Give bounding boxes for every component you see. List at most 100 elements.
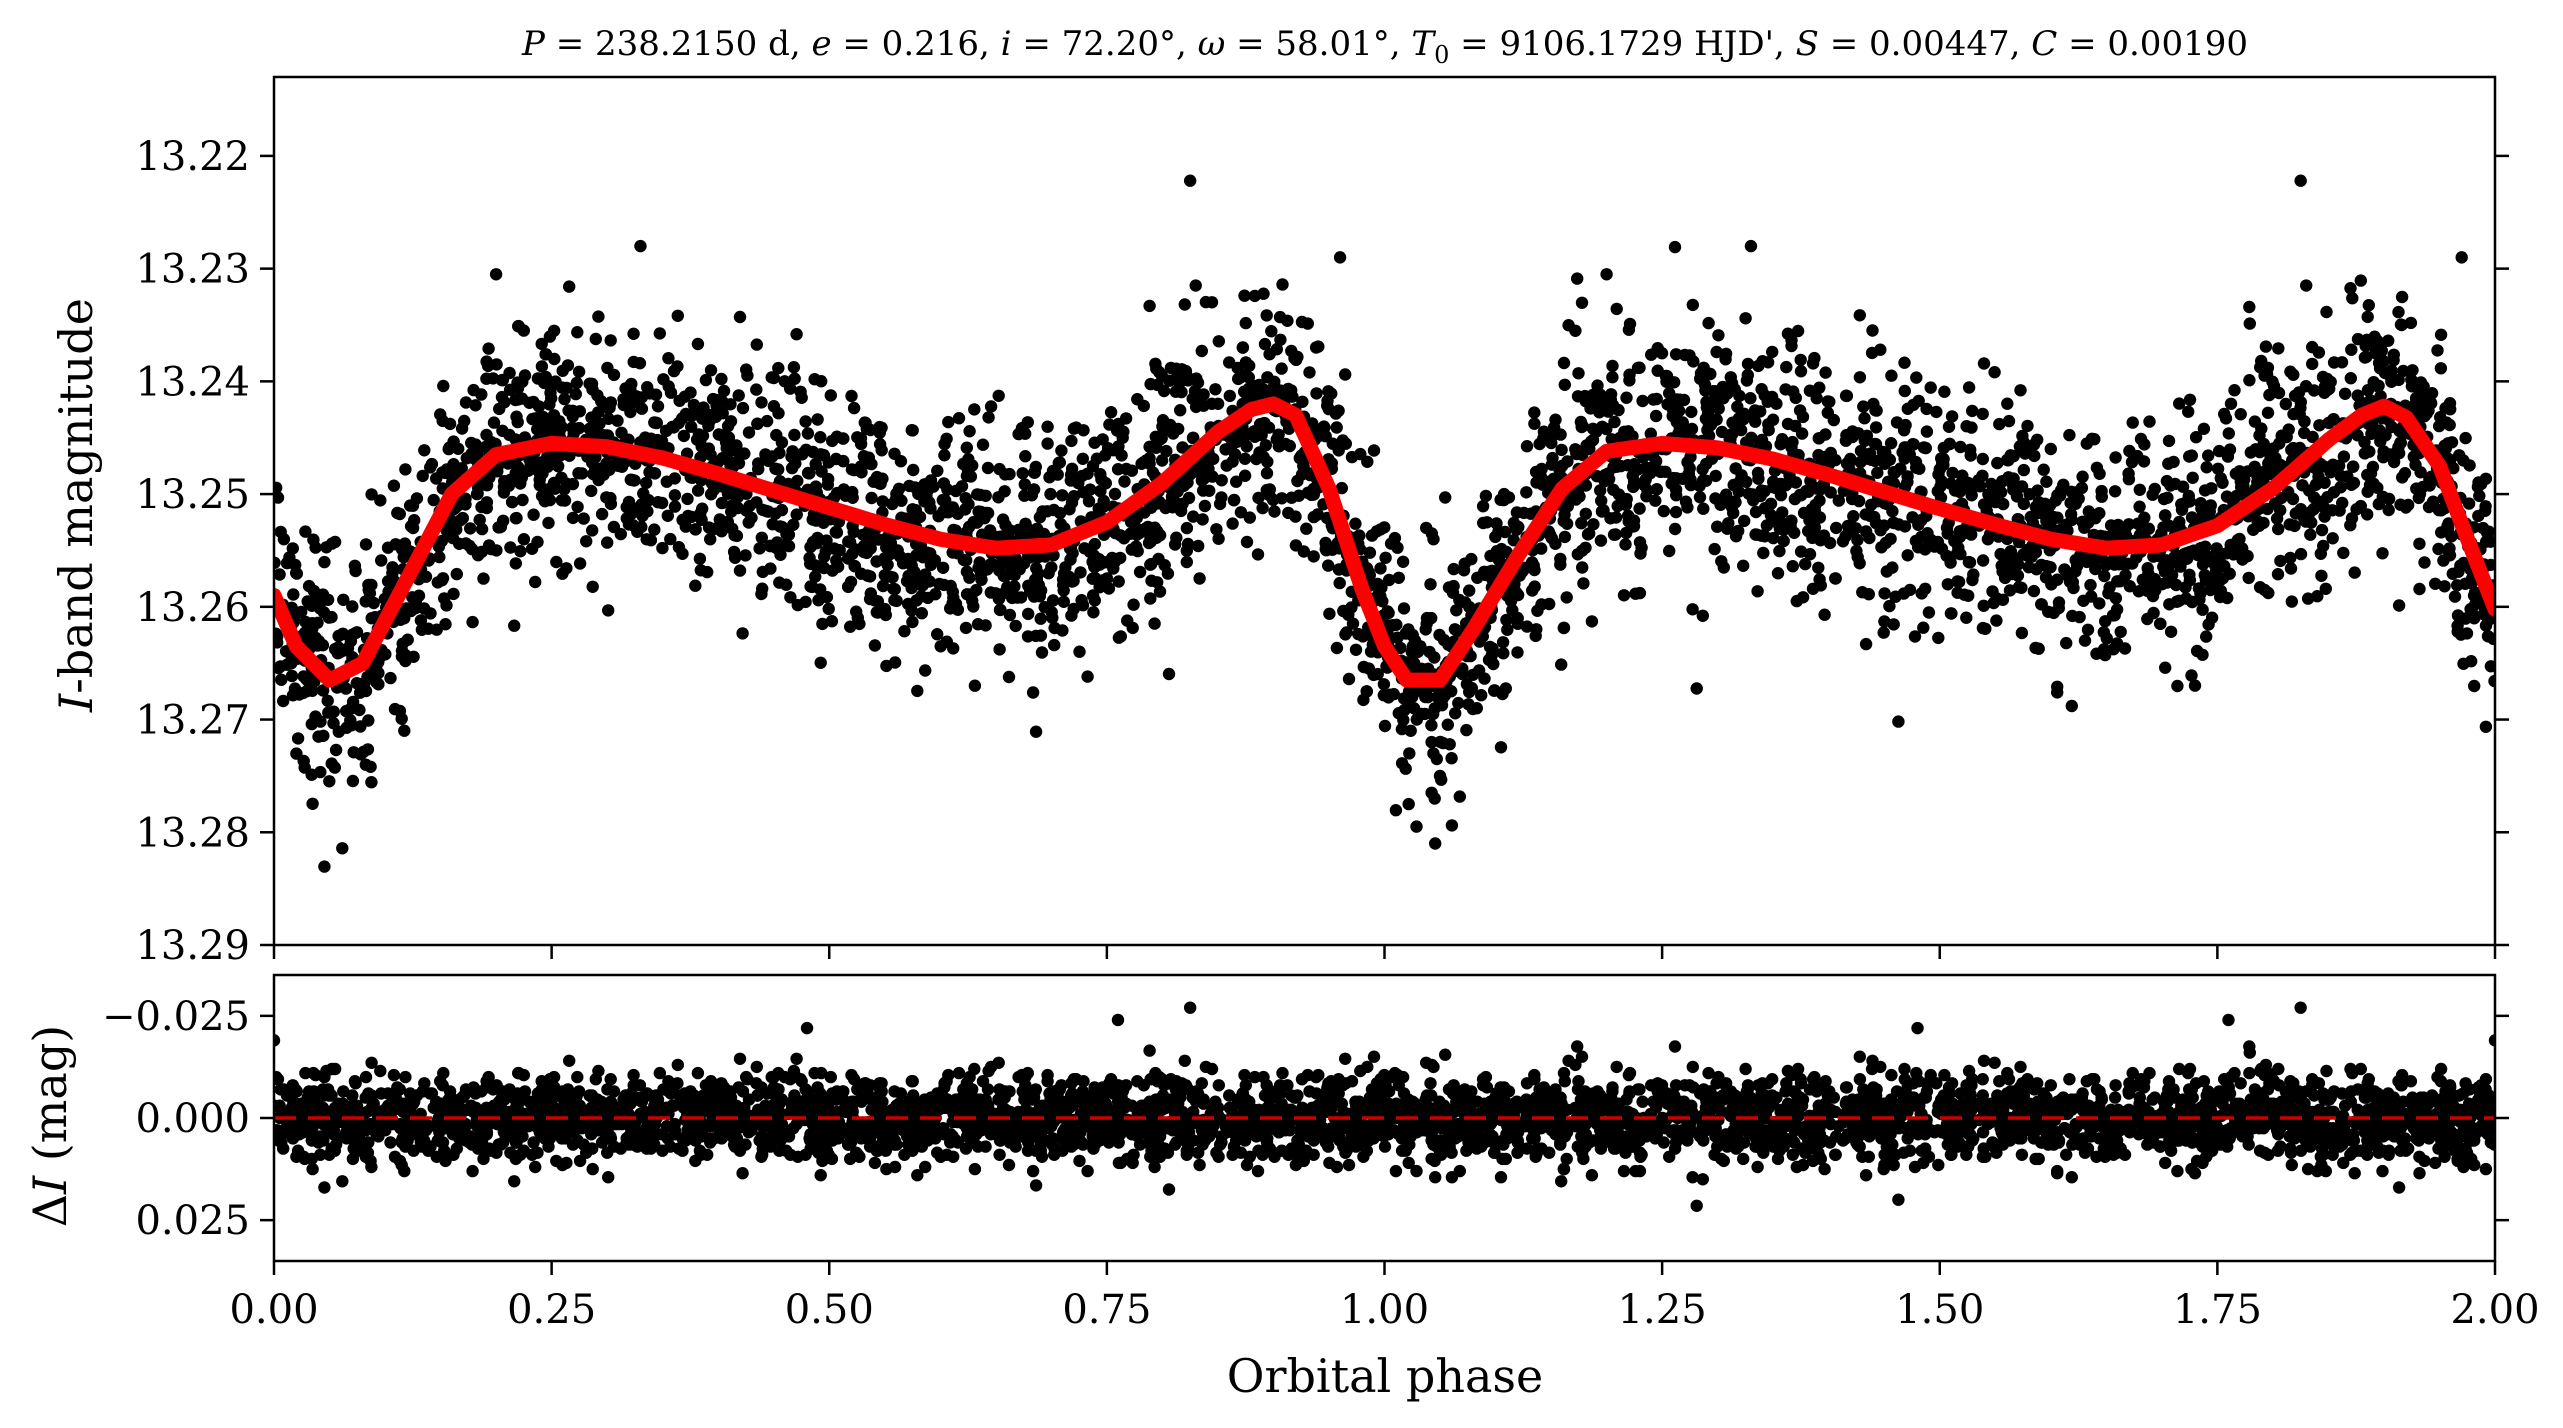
data-point xyxy=(626,519,640,532)
data-point xyxy=(2382,492,2396,506)
data-point xyxy=(1719,488,1733,501)
data-point xyxy=(604,334,617,347)
data-point xyxy=(466,615,479,629)
data-point xyxy=(1022,523,1035,536)
data-point xyxy=(1930,405,1943,419)
data-point xyxy=(772,407,785,420)
data-point xyxy=(2188,679,2202,692)
data-point xyxy=(1621,459,1635,472)
data-point xyxy=(784,591,797,604)
data-point xyxy=(1009,619,1022,633)
data-point xyxy=(848,559,861,573)
data-point xyxy=(1033,511,1047,524)
data-point xyxy=(1529,629,1542,643)
data-point xyxy=(1266,493,1280,506)
data-point xyxy=(960,526,973,539)
data-point xyxy=(1242,371,1256,384)
data-point xyxy=(1251,548,1265,561)
data-point xyxy=(1367,444,1381,457)
data-point xyxy=(2338,387,2352,400)
data-point xyxy=(504,541,517,554)
data-point xyxy=(1777,534,1790,548)
data-point xyxy=(1238,430,1252,443)
data-point xyxy=(791,598,804,612)
data-point xyxy=(2443,402,2457,415)
data-point xyxy=(2160,576,2174,589)
data-point xyxy=(2270,512,2284,525)
data-point xyxy=(1232,372,1245,386)
data-point xyxy=(773,446,786,460)
data-point xyxy=(2229,467,2243,480)
data-point xyxy=(1087,572,1100,585)
data-point xyxy=(1976,452,1990,466)
data-point xyxy=(1726,427,1739,441)
data-point xyxy=(1966,573,1979,587)
residual-point xyxy=(2479,1162,2493,1176)
data-point xyxy=(2258,583,2271,597)
data-point xyxy=(542,426,555,439)
data-point xyxy=(2425,387,2439,400)
data-point xyxy=(2351,389,2364,402)
data-point xyxy=(2028,449,2041,463)
data-point xyxy=(1030,562,1043,575)
data-point xyxy=(409,602,422,615)
data-point xyxy=(1988,366,2001,379)
data-point xyxy=(441,466,455,479)
data-point xyxy=(2185,511,2199,524)
data-point xyxy=(854,437,868,451)
data-point xyxy=(1206,470,1219,483)
data-point xyxy=(1569,324,1582,337)
data-point xyxy=(1197,388,1210,401)
data-point xyxy=(1268,505,1281,518)
data-point xyxy=(942,415,955,429)
data-point xyxy=(2051,680,2064,693)
data-point xyxy=(2441,544,2455,557)
data-point xyxy=(1433,769,1447,783)
data-point xyxy=(729,489,742,503)
data-point xyxy=(641,505,654,518)
data-point xyxy=(1636,394,1649,408)
data-point xyxy=(888,583,901,596)
data-point xyxy=(1187,431,1200,444)
data-point xyxy=(1162,667,1176,681)
data-point xyxy=(2205,611,2219,624)
data-point xyxy=(981,461,995,475)
data-point xyxy=(999,518,1012,532)
data-point xyxy=(2190,644,2204,658)
data-point xyxy=(414,614,428,627)
data-point xyxy=(458,414,471,428)
y-tick-label: 13.28 xyxy=(135,810,250,856)
data-point xyxy=(1573,490,1586,503)
data-point xyxy=(586,524,599,537)
y-tick-label: 13.24 xyxy=(135,359,250,405)
data-point xyxy=(539,370,552,384)
data-point xyxy=(1439,491,1452,504)
data-point xyxy=(465,436,478,450)
data-point xyxy=(2366,460,2380,474)
data-point xyxy=(2205,482,2218,495)
data-point xyxy=(1063,503,1076,516)
data-point xyxy=(812,594,825,607)
data-point xyxy=(317,606,331,619)
data-point xyxy=(1965,421,1978,434)
data-point xyxy=(648,523,661,536)
data-point xyxy=(1103,418,1116,431)
data-point xyxy=(286,542,299,555)
data-point xyxy=(2284,365,2297,378)
data-point xyxy=(1037,527,1051,541)
data-point xyxy=(2164,625,2178,638)
data-point xyxy=(833,544,846,557)
data-point xyxy=(1924,533,1938,547)
data-point xyxy=(1697,502,1710,515)
data-point xyxy=(837,483,850,496)
data-point xyxy=(1849,522,1863,535)
data-point xyxy=(1839,434,1853,447)
data-point xyxy=(1638,479,1651,492)
data-point xyxy=(1483,640,1497,654)
data-point xyxy=(607,368,621,382)
data-point xyxy=(847,401,861,415)
data-point xyxy=(282,657,296,670)
data-point xyxy=(1755,529,1768,542)
data-point xyxy=(2451,625,2464,638)
data-point xyxy=(2204,583,2217,597)
